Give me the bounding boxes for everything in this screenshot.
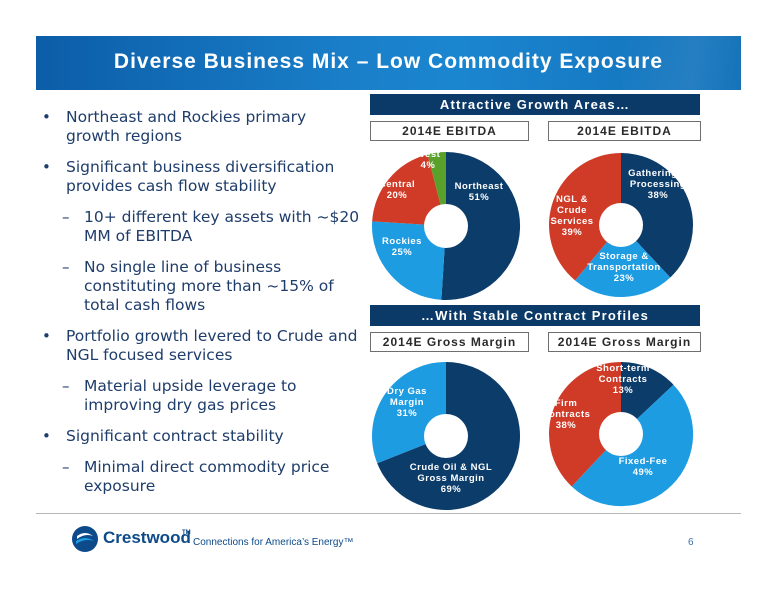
crestwood-logo: [72, 526, 98, 552]
growth-section-header: Attractive Growth Areas…: [370, 94, 700, 115]
dash-icon: –: [62, 258, 70, 276]
slice-label: Fixed-Fee 49%: [619, 456, 668, 478]
bullet-dot-icon: •: [42, 327, 51, 345]
chart-4-title: 2014E Gross Margin: [548, 332, 701, 352]
slice-label: West 4%: [416, 149, 441, 171]
pie-slice: [575, 225, 671, 298]
pie-slice: [549, 153, 621, 281]
pie-center-hole: [599, 203, 643, 247]
bullet-dot-icon: •: [42, 427, 51, 445]
slice-label: Northeast 51%: [455, 181, 504, 203]
pie-slice: [441, 151, 521, 300]
dash-icon: –: [62, 458, 70, 476]
slice-label: Central 20%: [379, 179, 415, 201]
pie-slice: [621, 153, 694, 278]
bullet-dot-icon: •: [42, 108, 51, 126]
slice-label: Firm Contracts 38%: [546, 398, 590, 431]
pie-chart-margin-commodity: Crude Oil & NGL Gross Margin 69% Dry Gas Mar…: [372, 362, 521, 510]
chart-2-title: 2014E EBITDA: [548, 121, 701, 141]
pie-slice: [372, 154, 446, 226]
footer-divider: [36, 513, 741, 514]
brand-name: Crestwood: [103, 528, 191, 547]
chart-1-title: 2014E EBITDA: [370, 121, 529, 141]
sub-bullet-item: –10+ different key assets with ~$20 MM o…: [62, 208, 360, 245]
slice-label: Storage & Transportation 23%: [587, 251, 661, 284]
bullet-item: • Significant contract stability: [42, 427, 284, 445]
slice-label: Short-term Contracts 13%: [596, 363, 650, 396]
sub-bullet-item: – No single line of business constituting…: [62, 258, 334, 314]
pie-chart-margin-contract: Short-term Contracts 13% Fixed-Fee 49% Firm Co…: [546, 362, 694, 507]
title-banner: Diverse Business Mix – Low Commodity Exp…: [36, 36, 741, 90]
bullet-item: • Portfolio growth levered to Crude and N…: [42, 327, 358, 364]
pie-slice: [372, 221, 446, 300]
pie-chart-ebitda-region: Northeast 51% Rockies 25% Central 20%West 4%: [372, 149, 521, 300]
bullet-item: • Northeast and Rockies primary growth re…: [42, 108, 307, 145]
brand-trademark: TM: [182, 530, 191, 536]
pie-center-hole: [424, 204, 468, 248]
pie-chart-ebitda-segment: Gathering & Processing 38% Storage & Transpo…: [549, 153, 694, 298]
sub-bullet-item: – Minimal direct commodity price exposure: [62, 458, 330, 495]
slice-label: Rockies 25%: [382, 236, 422, 258]
pie-slice: [621, 362, 674, 434]
dash-icon: –: [62, 208, 70, 226]
bullet-item: • Significant business diversification pr…: [42, 158, 335, 195]
bullet-dot-icon: •: [42, 158, 51, 176]
chart-3-title: 2014E Gross Margin: [370, 332, 529, 352]
brand-tagline: Connections for America’s Energy™: [193, 537, 354, 548]
sub-bullet-item: – Material upside leverage to improving d…: [62, 377, 297, 414]
dash-icon: –: [62, 377, 70, 395]
slice-label: NGL & Crude Services 39%: [550, 194, 593, 238]
slice-label: Gathering & Processing 38%: [628, 168, 688, 201]
contracts-section-header: …With Stable Contract Profiles: [370, 305, 700, 326]
slice-label: Dry Gas Margin 31%: [387, 386, 427, 419]
pie-slice: [548, 362, 621, 487]
page-number: 6: [688, 537, 694, 548]
slice-label: Crude Oil & NGL Gross Margin 69%: [410, 462, 492, 495]
pie-center-hole: [424, 414, 468, 458]
pie-center-hole: [599, 412, 643, 456]
bullet-list: • Northeast and Rockies primary growth re…: [42, 108, 362, 508]
page-title: Diverse Business Mix – Low Commodity Exp…: [113, 50, 664, 73]
